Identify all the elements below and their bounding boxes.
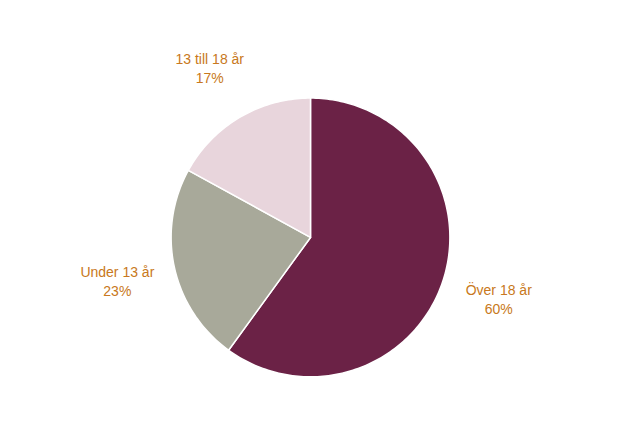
- svg-text:Under 13 år23%: Under 13 år23%: [80, 264, 154, 299]
- svg-text:13 till 18 år17%: 13 till 18 år17%: [176, 51, 245, 86]
- svg-text:Över 18 år60%: Över 18 år60%: [466, 281, 532, 317]
